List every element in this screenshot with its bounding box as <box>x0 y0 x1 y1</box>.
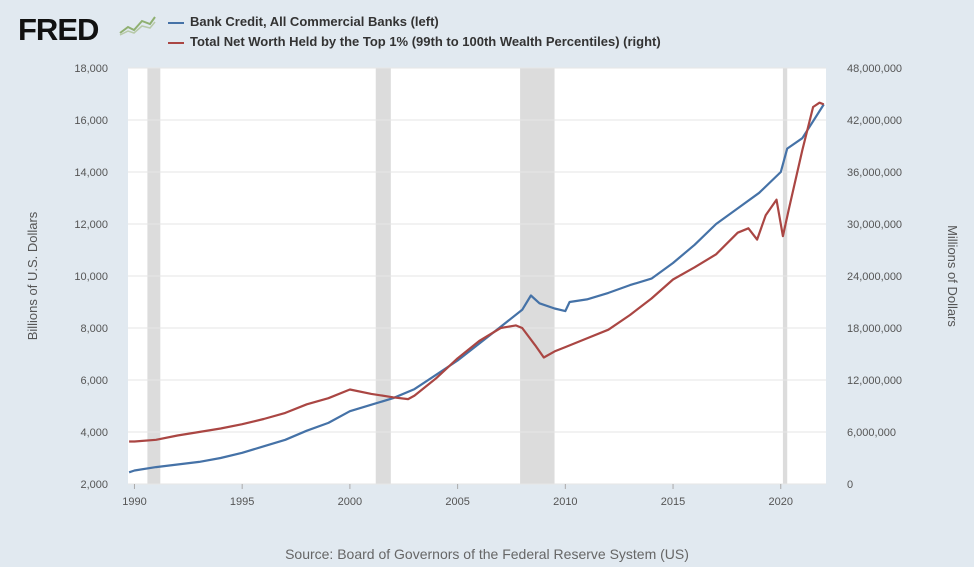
grid-lines <box>128 67 826 485</box>
left-axis-title: Billions of U.S. Dollars <box>25 211 40 340</box>
left-tick-label: 8,000 <box>80 323 108 335</box>
right-axis-ticks: 0 6,000,000 12,000,000 18,000,000 24,000,000… <box>847 63 902 491</box>
left-tick-label: 10,000 <box>74 271 108 283</box>
x-tick-label: 2015 <box>661 496 685 508</box>
legend-swatch-bank-credit <box>168 21 184 24</box>
x-tick-label: 2010 <box>553 496 577 508</box>
right-tick-label: 0 <box>847 479 853 491</box>
left-tick-label: 4,000 <box>80 427 108 439</box>
legend-label-top1-net-worth: Total Net Worth Held by the Top 1% (99th… <box>190 34 661 49</box>
right-tick-label: 48,000,000 <box>847 63 902 75</box>
legend-item-bank-credit: Bank Credit, All Commercial Banks (left) <box>168 14 439 29</box>
series-line-top1-net-worth <box>129 101 825 443</box>
left-tick-label: 14,000 <box>74 167 108 179</box>
x-tick-label: 2005 <box>445 496 469 508</box>
legend-item-top1-net-worth: Total Net Worth Held by the Top 1% (99th… <box>168 34 661 49</box>
right-tick-label: 42,000,000 <box>847 115 902 127</box>
left-tick-label: 16,000 <box>74 115 108 127</box>
x-tick-label: 1995 <box>230 496 254 508</box>
right-tick-label: 12,000,000 <box>847 375 902 387</box>
right-tick-label: 30,000,000 <box>847 219 902 231</box>
legend-swatch-top1-net-worth <box>168 41 184 44</box>
series-lines <box>128 101 825 474</box>
fred-logo: FRED <box>18 12 99 47</box>
right-tick-label: 6,000,000 <box>847 427 896 439</box>
left-axis-ticks: 2,000 4,000 6,000 8,000 10,000 12,000 14,000 16… <box>74 63 108 491</box>
series-line-bank-credit <box>128 103 825 474</box>
left-tick-label: 18,000 <box>74 63 108 75</box>
right-tick-label: 18,000,000 <box>847 323 902 335</box>
x-axis-ticks: 1990 1995 2000 2005 2010 2015 2020 <box>122 484 793 508</box>
x-tick-label: 2000 <box>338 496 362 508</box>
right-axis-title: Millions of Dollars <box>945 225 960 327</box>
right-tick-label: 24,000,000 <box>847 271 902 283</box>
x-tick-label: 1990 <box>122 496 146 508</box>
left-tick-label: 12,000 <box>74 219 108 231</box>
right-tick-label: 36,000,000 <box>847 167 902 179</box>
chart: 2,000 4,000 6,000 8,000 10,000 12,000 14,000 16… <box>25 63 960 508</box>
fred-spark-icon <box>118 14 156 36</box>
source-note: Source: Board of Governors of the Federa… <box>285 546 689 562</box>
x-tick-label: 2020 <box>769 496 793 508</box>
legend-label-bank-credit: Bank Credit, All Commercial Banks (left) <box>190 14 439 29</box>
left-tick-label: 2,000 <box>80 479 108 491</box>
left-tick-label: 6,000 <box>80 375 108 387</box>
